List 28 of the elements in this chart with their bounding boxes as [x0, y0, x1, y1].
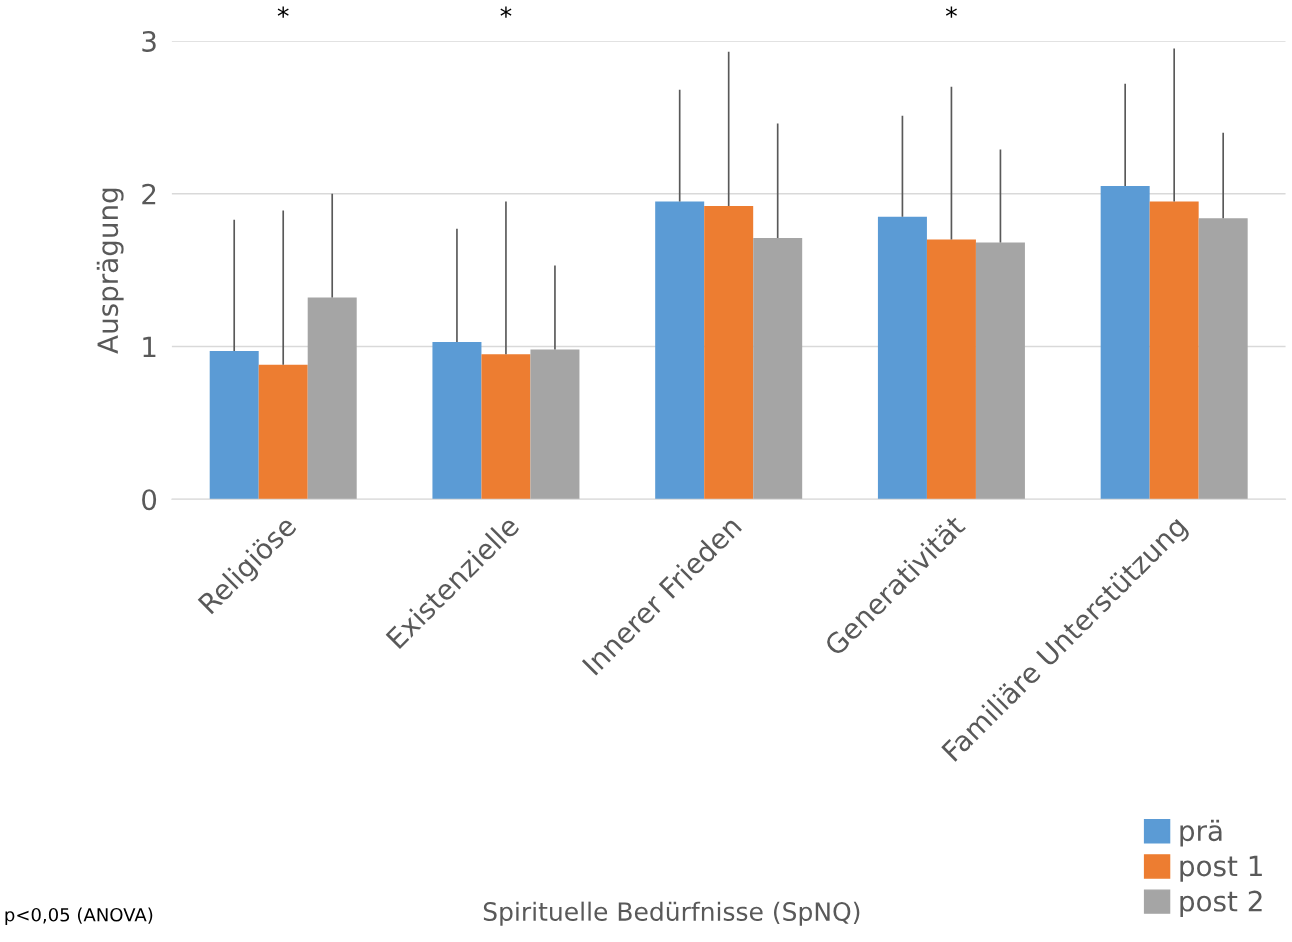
- y-tick-label: 3: [142, 30, 156, 52]
- text: *: [945, 6, 957, 18]
- legend-label: post 2: [1180, 890, 1262, 917]
- bar: [481, 354, 531, 500]
- y-axis-title: Ausprägung: [96, 188, 124, 354]
- y-tick-label: 1: [143, 336, 156, 358]
- text: *: [277, 6, 289, 18]
- legend-label: post 1: [1180, 855, 1262, 882]
- bar: [753, 238, 803, 500]
- bar: [307, 297, 357, 500]
- bar: [1100, 186, 1150, 500]
- bar: [975, 242, 1025, 500]
- bar: [926, 239, 976, 500]
- bar: [530, 349, 580, 500]
- bar: [432, 341, 482, 500]
- bar: [1198, 218, 1248, 500]
- bar: [209, 351, 259, 500]
- bar: [877, 216, 927, 500]
- bar: [704, 205, 754, 500]
- text: p<0,05 (ANOVA): [5, 907, 153, 926]
- bar: [1149, 201, 1199, 500]
- legend-label: prä: [1180, 819, 1222, 847]
- y-tick-label: 0: [142, 489, 157, 511]
- y-tick-label: 2: [142, 183, 156, 205]
- bar: [258, 364, 308, 500]
- bar: [655, 201, 705, 500]
- text: *: [500, 6, 512, 18]
- text: Spirituelle Bedürfnisse (SpNQ): [483, 901, 860, 926]
